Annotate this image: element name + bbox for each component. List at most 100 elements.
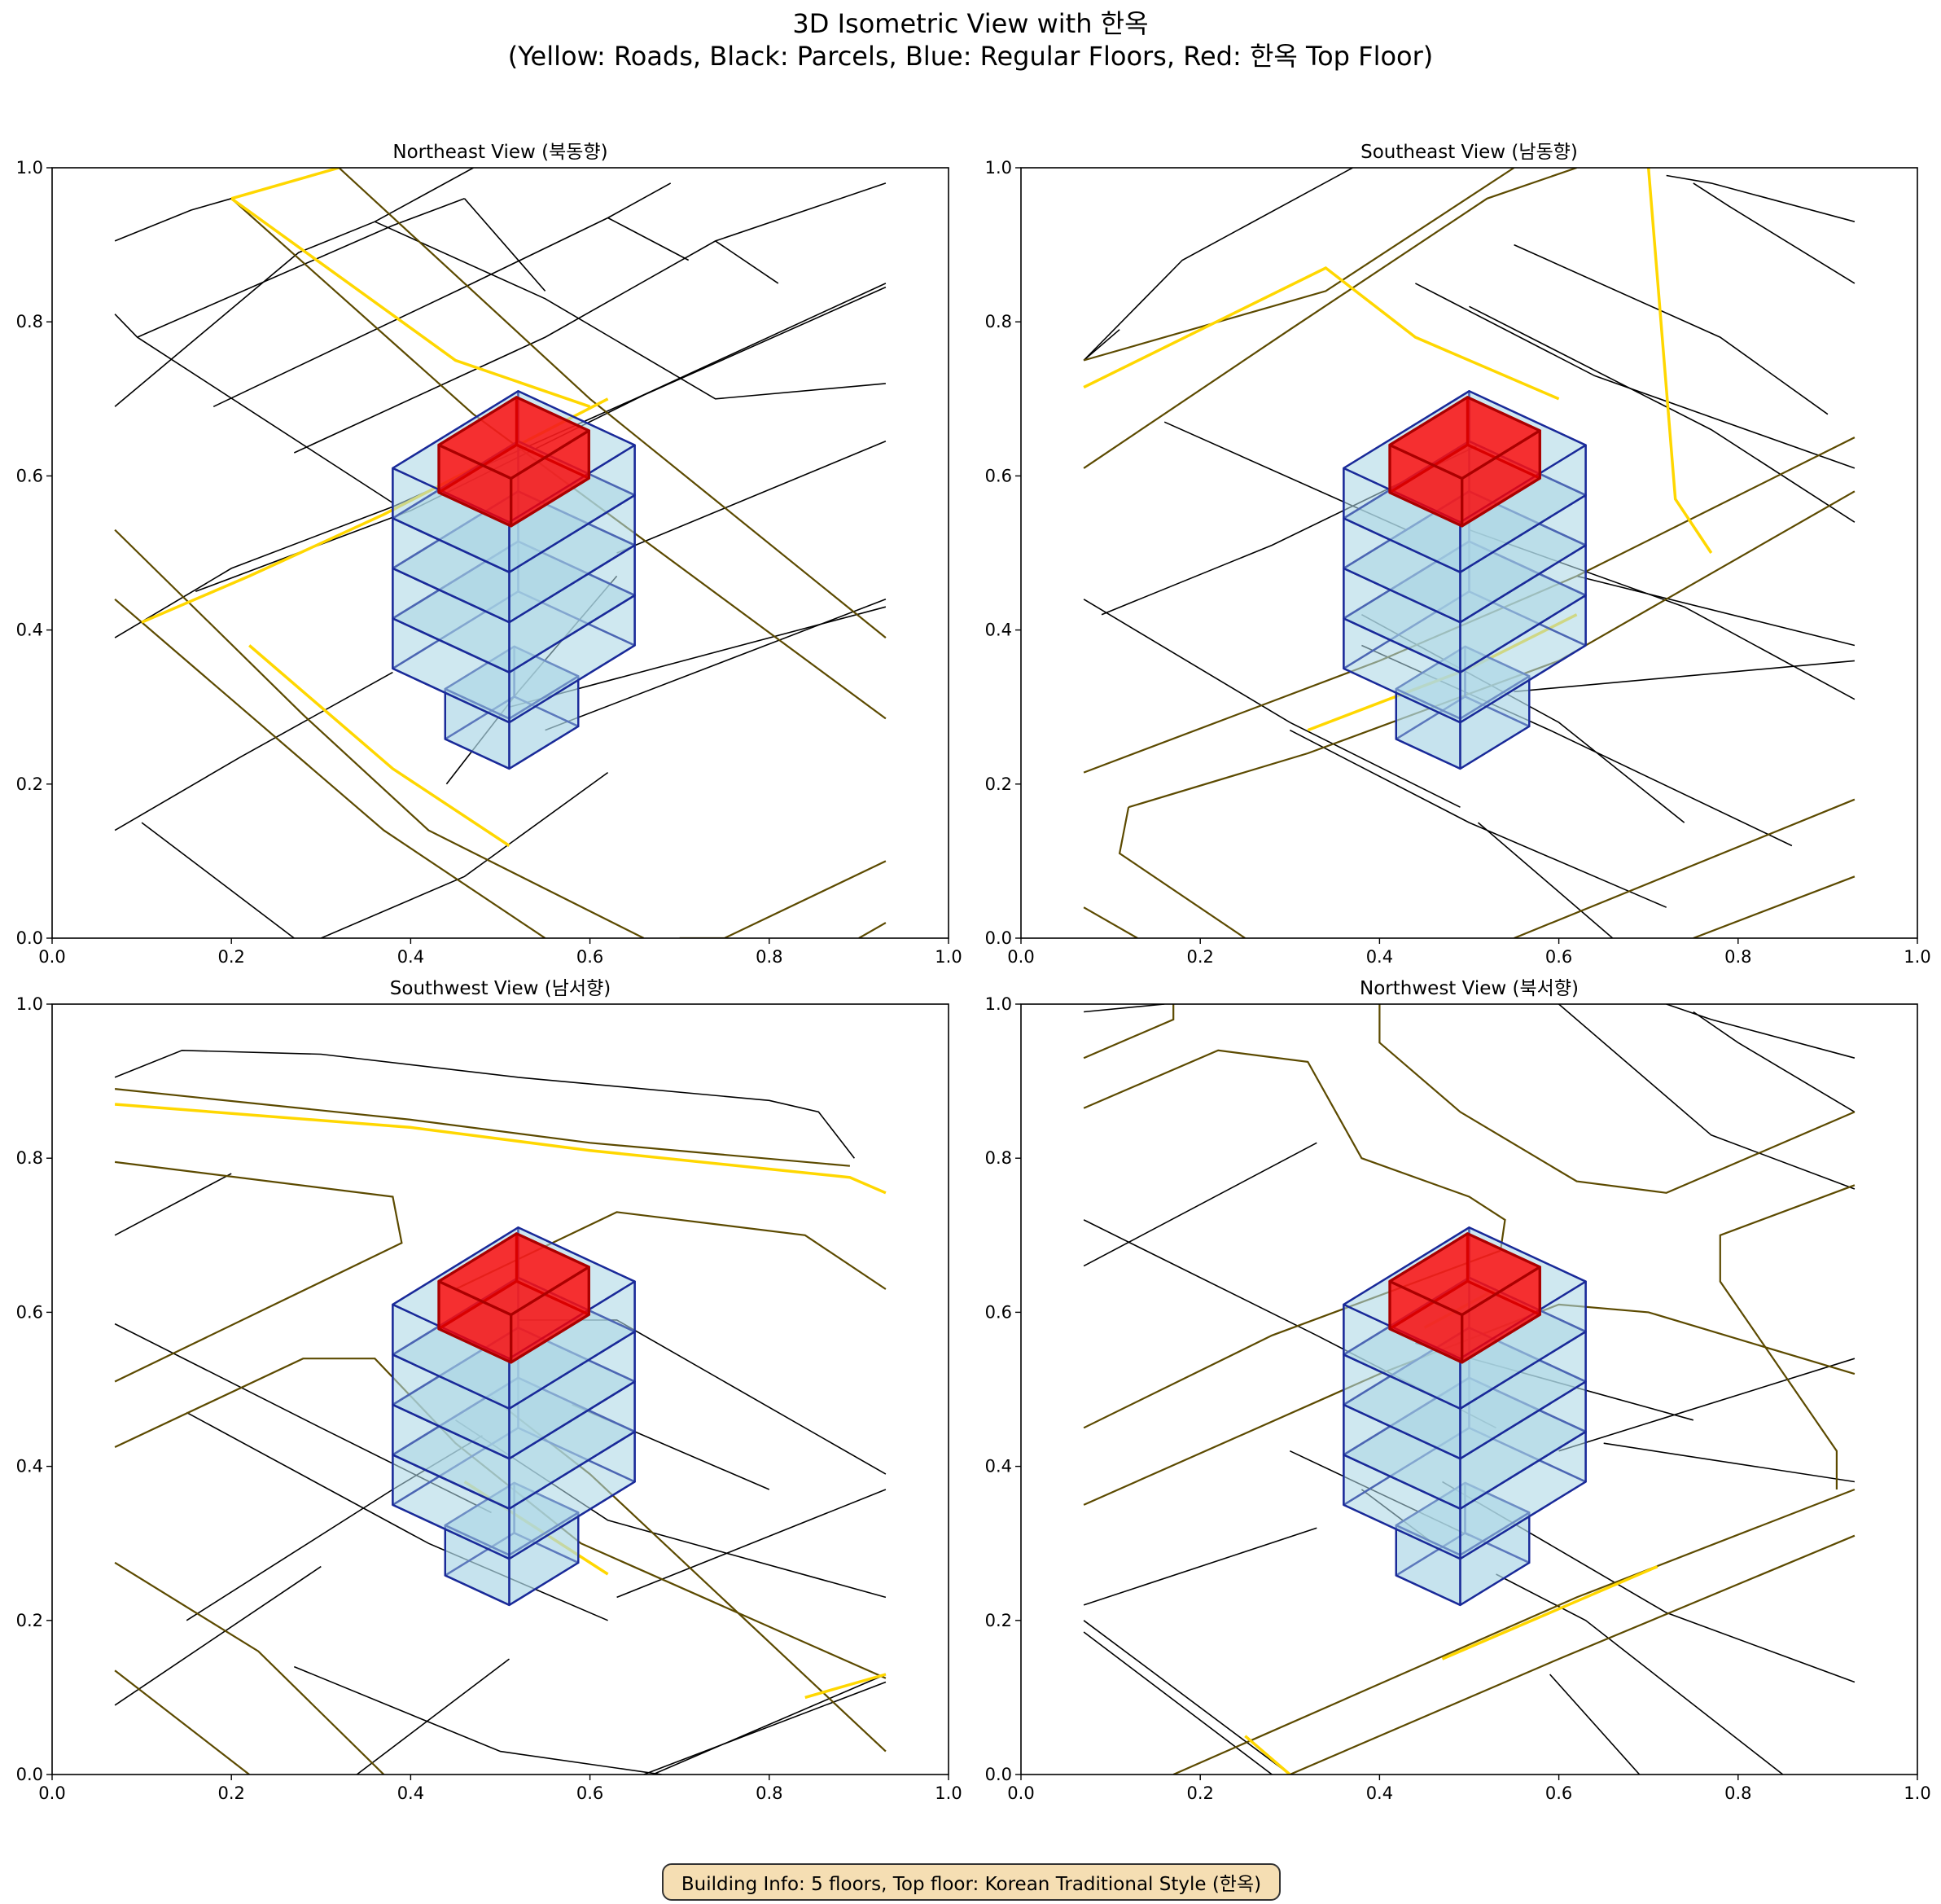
parcel-line <box>509 606 887 708</box>
road-line <box>1646 168 1713 554</box>
plot-area <box>1083 1004 1856 1775</box>
x-tick-label: 0.0 <box>38 947 65 967</box>
y-tick-label: 0.0 <box>16 1765 43 1784</box>
y-tick-label: 0.6 <box>985 1302 1012 1322</box>
parcel-line <box>1693 1011 1856 1113</box>
road-line <box>1244 1735 1291 1775</box>
y-tick-label: 0.2 <box>16 1611 43 1630</box>
road-edge-line <box>490 1396 887 1753</box>
parcel-line <box>1083 599 1461 808</box>
parcel-line <box>114 198 232 242</box>
y-tick-label: 1.0 <box>16 158 43 178</box>
parcel-line <box>1083 1527 1317 1606</box>
x-tick-label: 0.8 <box>756 947 782 967</box>
y-tick-label: 0.0 <box>985 1765 1012 1784</box>
parcel-line <box>445 575 618 785</box>
parcel-line <box>375 221 886 400</box>
parcel-line <box>141 822 295 938</box>
figure-title-line2: (Yellow: Roads, Black: Parcels, Blue: Re… <box>508 41 1434 72</box>
parcel-line <box>455 1419 887 1599</box>
parcel-line <box>114 1049 856 1159</box>
y-tick-label: 0.8 <box>985 1148 1012 1168</box>
road-edge-line <box>1083 168 1515 362</box>
road-edge-line <box>1719 1184 1856 1489</box>
x-tick-label: 0.4 <box>397 1783 424 1803</box>
x-tick-label: 1.0 <box>935 1783 962 1803</box>
parcel-line <box>545 599 887 731</box>
parcel-line <box>1289 729 1667 908</box>
road-edge-line <box>858 922 887 938</box>
subplot-title: Northwest View (북서향) <box>1360 978 1579 999</box>
parcel-line <box>114 1173 232 1236</box>
road-edge-line <box>1172 1488 1856 1775</box>
parcel-line <box>1442 1481 1856 1683</box>
parcel-line <box>607 217 690 261</box>
plot-area <box>114 168 887 938</box>
road-edge-line <box>1083 906 1138 938</box>
x-tick-label: 0.2 <box>217 1783 244 1803</box>
parcel-line <box>1558 1358 1856 1452</box>
parcel-line <box>1360 1489 1434 1544</box>
parcel-line <box>114 1565 322 1706</box>
parcel-line <box>1083 168 1353 362</box>
parcel-line <box>616 441 887 554</box>
parcel-line <box>114 168 474 407</box>
parcel-line <box>114 671 393 831</box>
road-edge-line <box>1118 806 1246 938</box>
y-tick-label: 0.2 <box>985 1611 1012 1630</box>
parcel-line <box>213 182 672 408</box>
subplot-4: 0.0 0.2 0.4 0.6 0.8 1.0 0.0 0.2 0.4 0.6 0.8 1.0 Nort… <box>985 978 1931 1803</box>
y-tick-label: 0.0 <box>16 928 43 948</box>
parcel-line <box>1163 421 1407 531</box>
parcel-line <box>320 771 609 938</box>
x-tick-label: 0.4 <box>1366 1783 1393 1803</box>
parcel-line <box>1083 1631 1273 1775</box>
road-edge-line <box>114 1358 887 1679</box>
parcel-line <box>1361 644 1793 847</box>
road-line <box>114 1103 887 1195</box>
x-tick-label: 0.6 <box>1545 947 1572 967</box>
plot-area <box>114 1049 887 1775</box>
x-tick-label: 0.2 <box>217 947 244 967</box>
y-tick-label: 0.2 <box>985 774 1012 794</box>
building-info-text: Building Info: 5 floors, Top floor: Kore… <box>681 1874 1262 1895</box>
road-line <box>230 197 591 408</box>
road-edge-line <box>1083 1004 1175 1059</box>
subplot-grid: 0.0 0.2 0.4 0.6 0.8 1.0 0.0 0.2 0.4 0.6 0.8 1.0 Nort… <box>16 142 1931 1803</box>
hanok-top-floor <box>437 1232 590 1317</box>
parcel-line <box>1603 1442 1856 1483</box>
parcel-line <box>1558 1004 1856 1190</box>
x-tick-label: 0.2 <box>1186 1783 1213 1803</box>
parcel-line <box>1666 174 1856 222</box>
parcel-line <box>652 1674 887 1775</box>
parcel-line <box>1083 329 1120 362</box>
y-tick-label: 0.4 <box>16 1457 43 1476</box>
road-line <box>248 644 510 847</box>
plot-area <box>1083 168 1856 938</box>
parcel-line <box>1514 660 1855 693</box>
parcel-line <box>186 1411 608 1621</box>
parcel-line <box>1083 1620 1290 1775</box>
y-tick-label: 0.2 <box>16 774 43 794</box>
parcel-line <box>1415 283 1856 469</box>
subplot-title: Southwest View (남서향) <box>390 978 611 999</box>
y-tick-label: 1.0 <box>985 158 1012 178</box>
parcel-line <box>1549 1674 1641 1775</box>
subplot-title: Southeast View (남동향) <box>1360 142 1578 163</box>
subplot-1: 0.0 0.2 0.4 0.6 0.8 1.0 0.0 0.2 0.4 0.6 0.8 1.0 Nort… <box>16 142 962 967</box>
parcel-line <box>463 198 546 292</box>
axes-frame <box>1020 167 1918 939</box>
figure-title-line1: 3D Isometric View with 한옥 <box>792 8 1148 39</box>
x-tick-label: 0.2 <box>1186 947 1213 967</box>
road-edge-line <box>114 1160 403 1383</box>
road-line <box>804 1673 887 1700</box>
parcel-line <box>114 314 393 504</box>
y-tick-label: 0.8 <box>16 1148 43 1168</box>
hanok-top-floor <box>1388 396 1541 480</box>
parcel-line <box>1477 822 1614 938</box>
parcel-line <box>293 182 887 454</box>
parcel-line <box>114 1323 492 1514</box>
x-tick-label: 1.0 <box>1904 1783 1930 1803</box>
parcel-line <box>1469 305 1856 523</box>
y-tick-label: 0.6 <box>985 466 1012 485</box>
